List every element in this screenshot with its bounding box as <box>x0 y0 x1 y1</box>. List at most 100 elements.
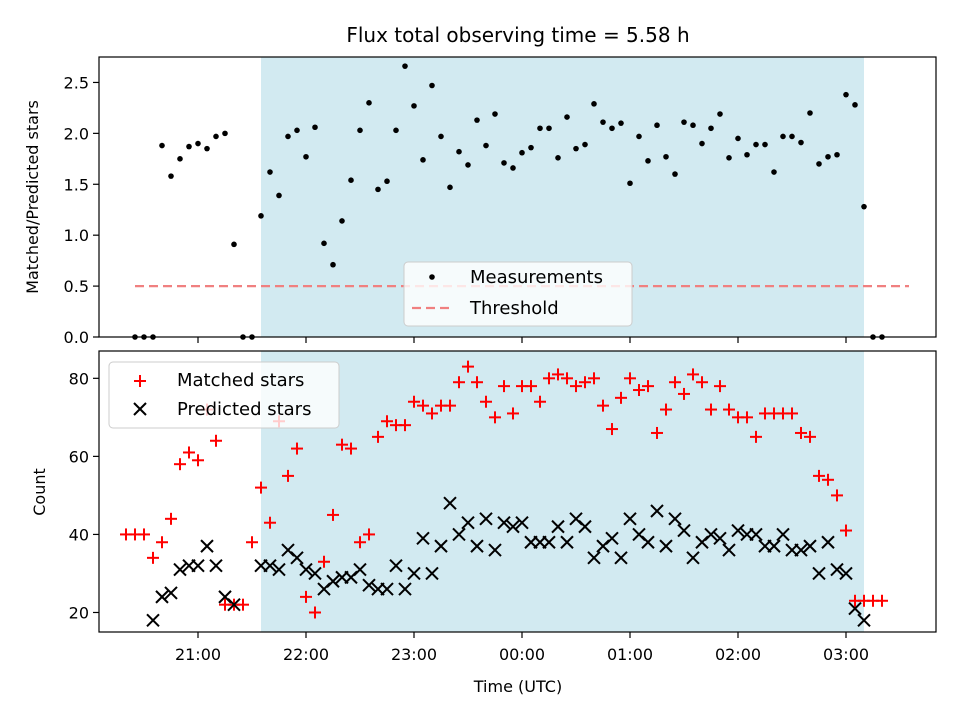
predicted-star-point <box>668 512 682 526</box>
predicted-star-point <box>515 516 529 530</box>
matched-star-point <box>471 376 483 389</box>
top-y-tick-label: 1.5 <box>64 175 89 194</box>
predicted-star-point <box>452 527 466 542</box>
matched-star-point <box>174 458 186 471</box>
measurement-point <box>456 148 462 155</box>
predicted-stars-points <box>146 496 871 627</box>
measurement-point <box>213 133 219 140</box>
legend-predicted-marker <box>133 402 147 416</box>
matched-stars-points <box>120 360 888 619</box>
measurement-point <box>204 145 210 152</box>
bottom-y-axis-label: Count <box>30 468 49 516</box>
matched-star-point <box>687 368 699 381</box>
predicted-star-point <box>227 597 241 612</box>
predicted-star-point <box>767 539 781 553</box>
measurement-point <box>762 141 768 148</box>
matched-star-point <box>444 399 456 412</box>
matched-star-point <box>696 376 708 389</box>
matched-star-point <box>822 473 834 486</box>
predicted-star-point <box>614 551 628 565</box>
measurement-point <box>285 133 291 140</box>
matched-star-point <box>417 399 429 412</box>
predicted-star-point <box>326 574 340 588</box>
measurement-point <box>789 133 795 140</box>
predicted-star-point <box>443 496 457 510</box>
matched-star-point <box>561 372 573 385</box>
legend-matched-label: Matched stars <box>177 370 304 391</box>
matched-star-point <box>723 403 735 416</box>
measurement-point <box>852 102 858 108</box>
measurement-point <box>564 114 570 120</box>
predicted-star-point <box>470 539 484 553</box>
top-axes-frame <box>98 56 937 338</box>
measurement-point <box>267 169 273 175</box>
matched-star-point <box>813 469 825 482</box>
predicted-star-point <box>542 535 556 549</box>
measurement-point <box>366 100 372 106</box>
matched-star-point <box>300 590 312 603</box>
bottom-legend: Matched stars Predicted stars <box>108 361 340 429</box>
matched-star-point <box>579 376 591 389</box>
matched-star-point <box>741 411 753 424</box>
matched-star-point <box>399 419 411 432</box>
matched-star-point <box>147 551 159 564</box>
measurement-point <box>582 141 588 148</box>
top-y-tick-label: 1.0 <box>64 226 89 245</box>
predicted-star-point <box>749 527 763 542</box>
measurement-point <box>186 143 192 150</box>
measurement-point <box>717 111 723 117</box>
predicted-star-point <box>857 613 871 627</box>
measurement-point <box>429 82 435 89</box>
predicted-star-point <box>506 519 520 534</box>
matched-star-point <box>156 536 168 549</box>
matched-star-point <box>282 469 294 482</box>
measurement-point <box>411 103 417 109</box>
predicted-star-point <box>659 539 673 553</box>
matched-star-point <box>255 481 267 494</box>
predicted-star-point <box>848 601 862 616</box>
measurement-point <box>654 122 660 129</box>
bottom-y-tick-label: 20 <box>69 603 89 622</box>
x-axis-label: Time (UTC) <box>473 677 562 696</box>
measurement-point <box>636 133 642 140</box>
matched-star-point <box>426 407 438 420</box>
matched-star-point <box>615 391 627 404</box>
predicted-star-point <box>830 562 844 577</box>
measurement-point <box>303 153 309 160</box>
x-tick-label: 03:00 <box>823 645 869 664</box>
matched-star-point <box>606 423 618 436</box>
measurement-point <box>492 111 498 117</box>
matched-star-point <box>804 430 816 443</box>
measurement-point <box>195 140 201 147</box>
matched-star-point <box>588 372 600 385</box>
predicted-star-point <box>605 531 619 546</box>
measurement-point <box>348 177 354 183</box>
predicted-star-point <box>272 562 286 577</box>
top-legend-box <box>403 261 633 327</box>
measurement-point <box>735 135 741 142</box>
measurement-point <box>330 261 336 268</box>
measurement-point <box>339 218 345 224</box>
measurement-point <box>627 180 633 187</box>
matched-star-point <box>183 446 195 459</box>
predicted-star-point <box>407 566 421 581</box>
predicted-star-point <box>731 523 745 538</box>
measurement-point <box>465 162 471 168</box>
matched-star-point <box>786 407 798 420</box>
matched-star-point <box>318 555 330 568</box>
matched-star-point <box>210 434 222 447</box>
predicted-star-point <box>812 566 826 581</box>
matched-star-point <box>840 524 852 537</box>
predicted-star-point <box>821 535 835 549</box>
measurement-point <box>681 119 687 125</box>
measurement-point <box>825 153 831 160</box>
predicted-star-point <box>416 531 430 546</box>
matched-star-point <box>327 508 339 521</box>
matched-star-point <box>246 536 258 549</box>
predicted-star-point <box>164 586 178 600</box>
predicted-star-point <box>650 504 664 518</box>
bottom-y-tick-label: 40 <box>69 525 89 544</box>
measurement-point <box>231 241 237 248</box>
matched-star-point <box>381 415 393 428</box>
